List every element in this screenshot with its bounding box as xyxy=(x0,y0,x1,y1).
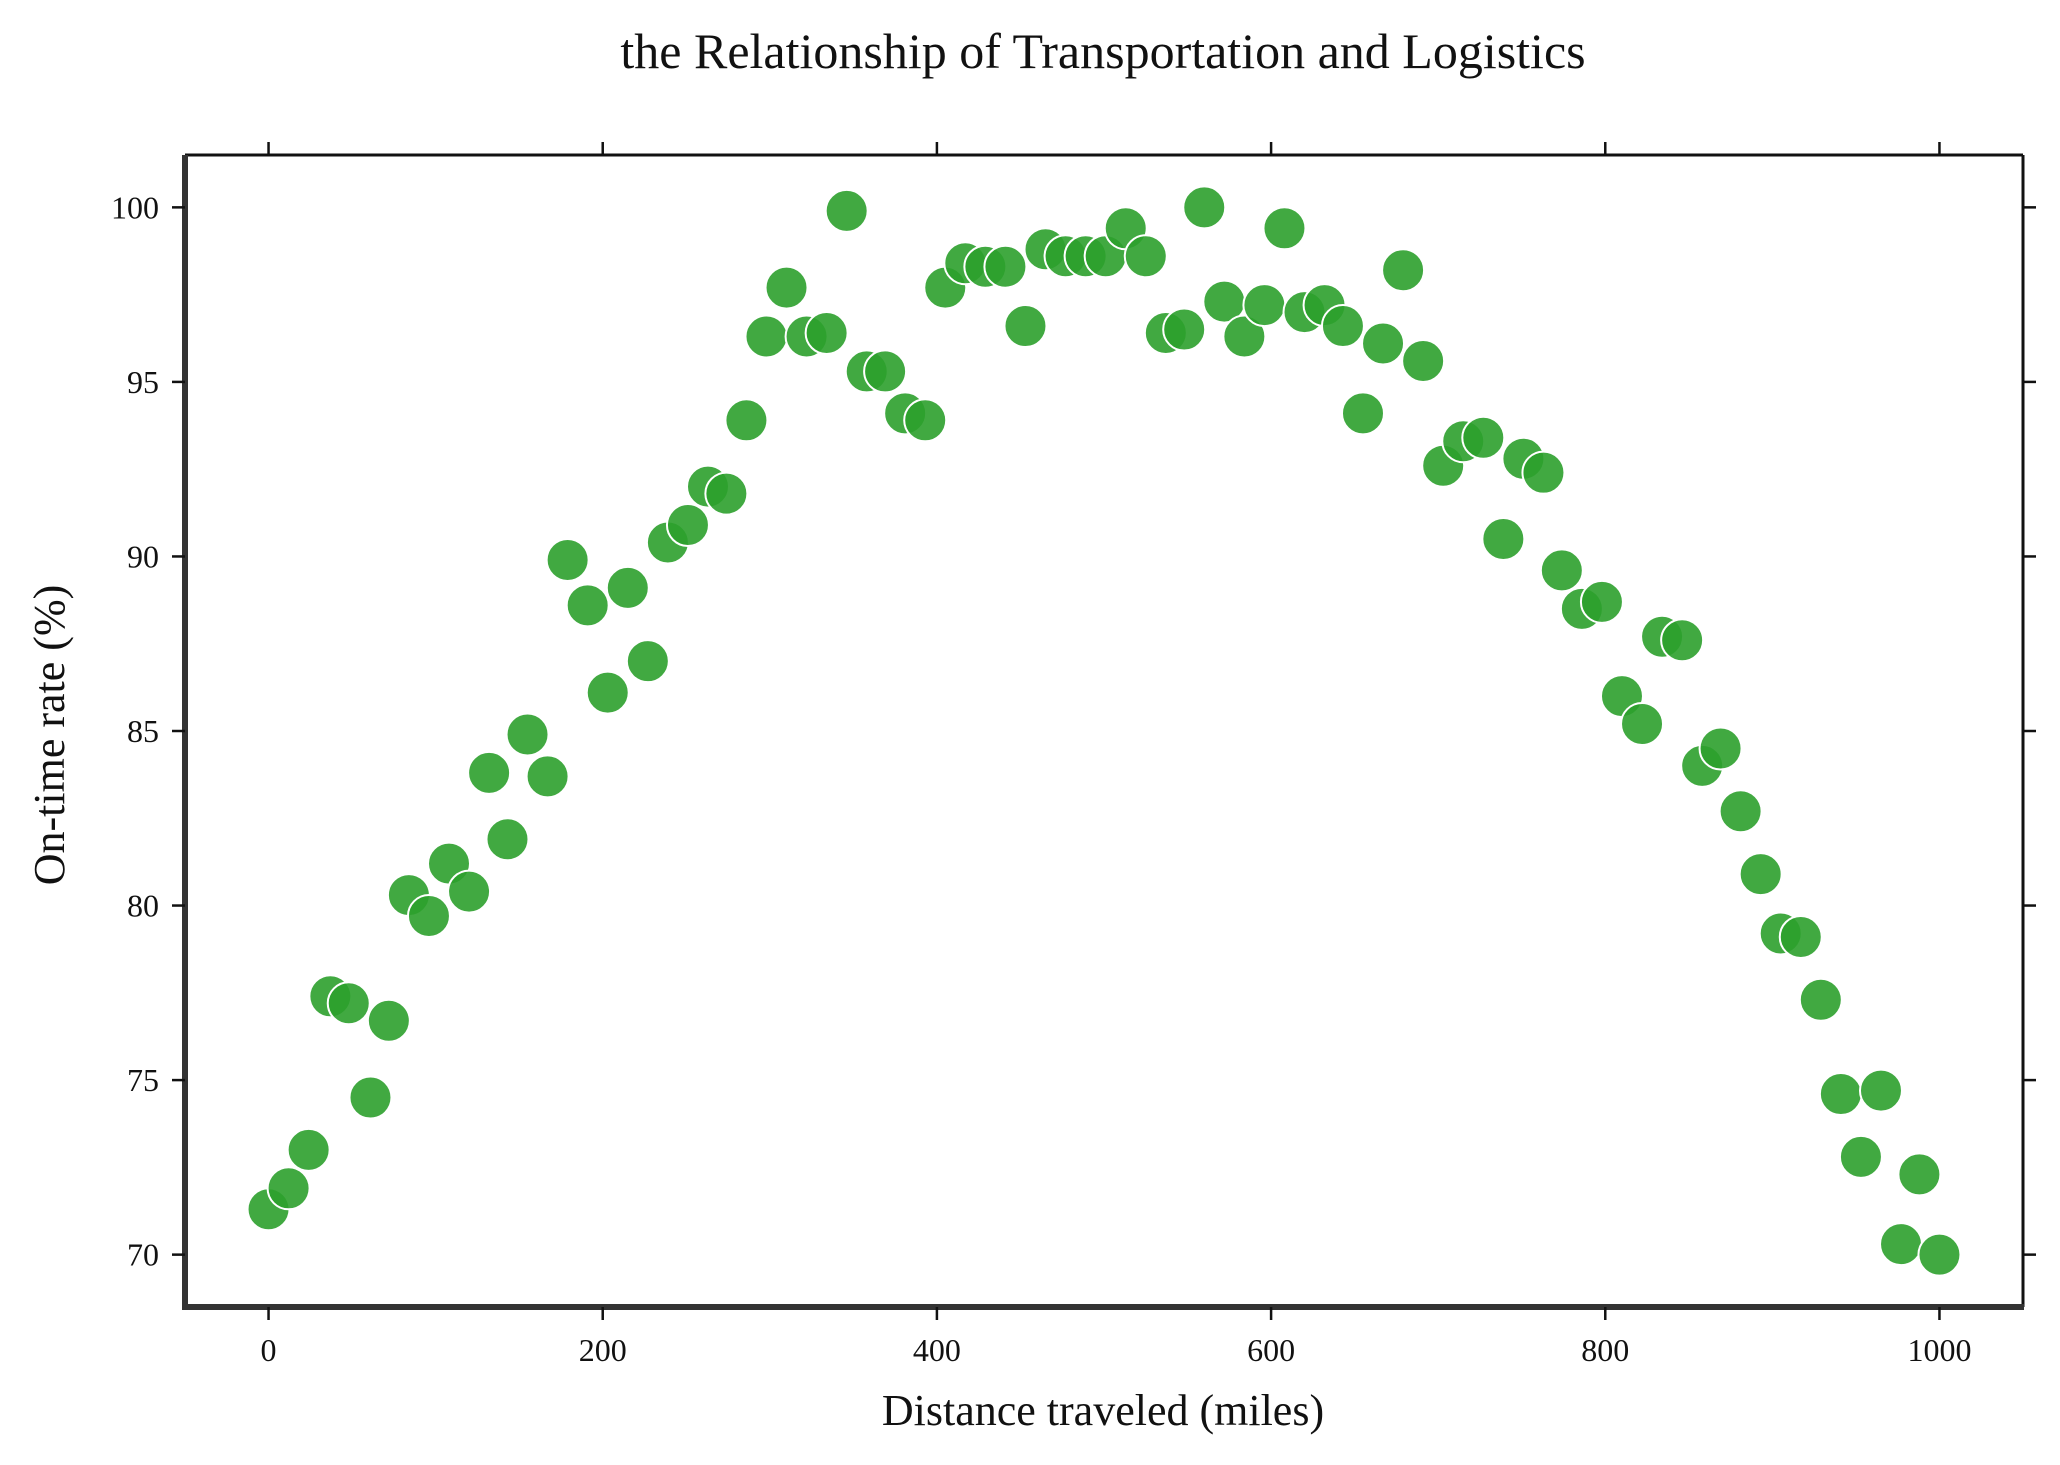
x-axis-label: Distance traveled (miles) xyxy=(882,1386,1324,1435)
data-point xyxy=(1798,977,1843,1022)
y-axis-label: On-time rate (%) xyxy=(25,585,74,886)
data-point xyxy=(1262,206,1307,251)
x-tick-label: 1000 xyxy=(1907,1332,1971,1368)
data-point xyxy=(1818,1072,1863,1117)
data-point xyxy=(824,188,869,233)
data-point xyxy=(366,998,411,1043)
data-point xyxy=(605,565,650,610)
data-point xyxy=(1003,304,1048,349)
data-point xyxy=(1897,1152,1942,1197)
data-point xyxy=(1579,579,1624,624)
data-point xyxy=(704,471,749,516)
data-point xyxy=(326,981,371,1026)
data-point xyxy=(565,583,610,628)
data-point xyxy=(1858,1068,1903,1113)
y-tick-label: 95 xyxy=(127,364,159,400)
data-point xyxy=(1698,726,1743,771)
data-point xyxy=(485,817,530,862)
chart-title: the Relationship of Transportation and L… xyxy=(620,23,1585,79)
plot-frame xyxy=(182,153,2025,1310)
data-point xyxy=(525,754,570,799)
data-point xyxy=(625,639,670,684)
data-point xyxy=(1521,450,1566,495)
x-tick-label: 800 xyxy=(1581,1332,1629,1368)
data-point xyxy=(348,1075,393,1120)
data-point xyxy=(1481,517,1526,561)
data-point xyxy=(505,712,550,757)
data-point xyxy=(1620,702,1665,747)
data-point xyxy=(467,750,512,795)
data-point xyxy=(1182,185,1227,230)
data-point xyxy=(804,311,849,356)
data-point xyxy=(1778,914,1823,959)
data-point xyxy=(1660,618,1705,663)
data-point xyxy=(1917,1232,1962,1277)
data-point xyxy=(585,670,630,715)
y-tick-label: 70 xyxy=(127,1237,159,1273)
y-tick-label: 100 xyxy=(111,189,159,225)
data-point xyxy=(406,894,451,939)
x-tick-label: 400 xyxy=(913,1332,961,1368)
data-point xyxy=(1879,1222,1924,1267)
y-tick-label: 90 xyxy=(127,538,159,574)
data-point xyxy=(1461,415,1506,460)
x-tick-label: 200 xyxy=(579,1332,627,1368)
axis-ticks: 0 200 400 600 800 1000 70 75 80 85 90 95 100 xyxy=(111,142,2036,1368)
data-point xyxy=(665,503,710,548)
data-point xyxy=(1162,307,1207,352)
data-point xyxy=(1320,304,1365,349)
data-point xyxy=(1401,338,1446,383)
y-tick-label: 80 xyxy=(127,888,159,924)
y-tick-label: 75 xyxy=(127,1062,159,1098)
data-point xyxy=(1718,789,1763,834)
data-point xyxy=(764,265,809,310)
data-point xyxy=(266,1166,311,1211)
data-point xyxy=(545,537,590,582)
data-point xyxy=(447,869,492,914)
data-point xyxy=(744,314,789,359)
x-tick-label: 0 xyxy=(261,1332,277,1368)
x-tick-label: 600 xyxy=(1247,1332,1295,1368)
data-point xyxy=(1738,852,1783,897)
data-point xyxy=(724,398,769,443)
data-point xyxy=(1340,391,1385,436)
data-point xyxy=(903,398,948,443)
data-point xyxy=(1361,321,1406,366)
data-points xyxy=(246,185,1962,1277)
y-tick-label: 85 xyxy=(127,713,159,749)
data-point xyxy=(1242,283,1287,328)
data-point xyxy=(1381,248,1426,293)
data-point xyxy=(1222,314,1267,359)
data-point xyxy=(1838,1134,1883,1179)
data-point xyxy=(1539,548,1584,593)
data-point xyxy=(983,244,1028,289)
data-point xyxy=(286,1127,331,1172)
data-point xyxy=(863,349,908,394)
data-point xyxy=(1123,234,1168,279)
